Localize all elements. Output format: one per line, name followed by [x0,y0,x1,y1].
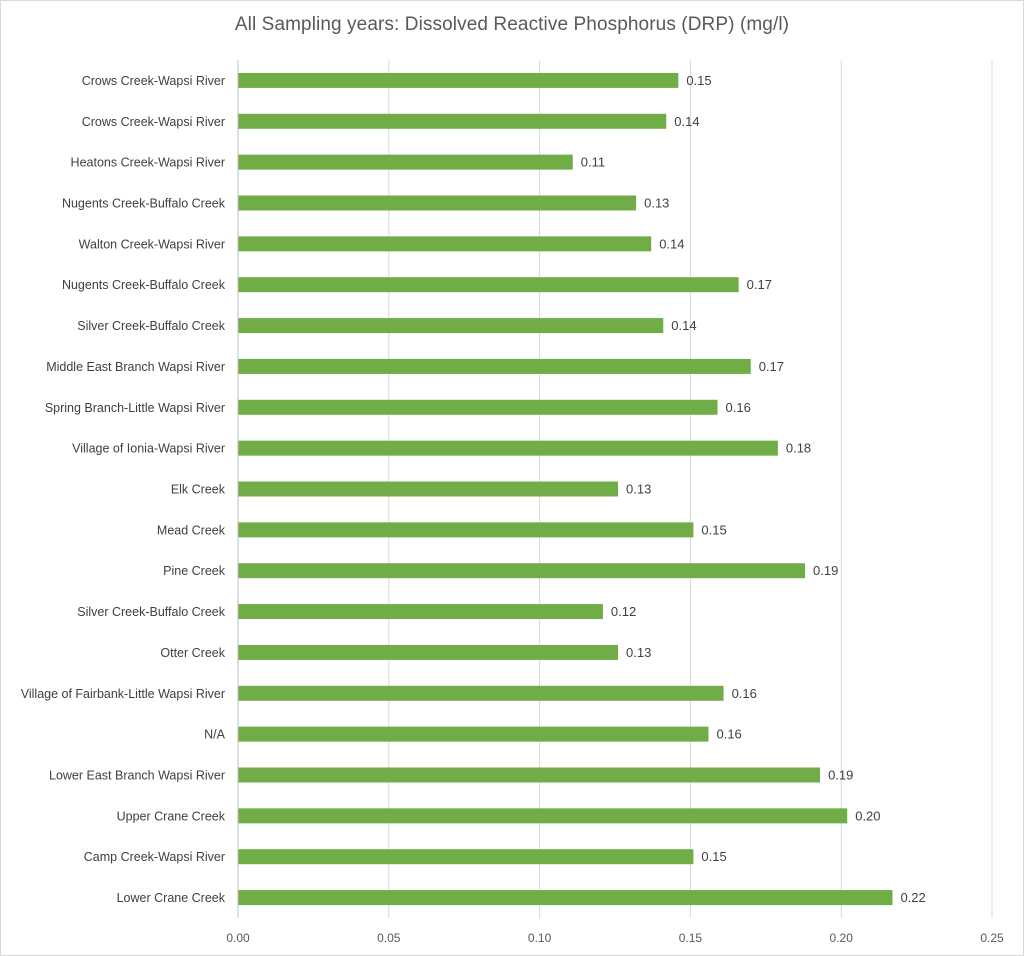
bar [238,767,821,783]
category-label: Spring Branch-Little Wapsi River [45,401,225,415]
x-tick-label: 0.05 [377,931,401,945]
category-label: Lower Crane Creek [117,891,226,905]
bar [238,440,778,456]
data-label: 0.14 [671,318,696,333]
x-tick-label: 0.20 [830,931,854,945]
category-label: Elk Creek [171,483,226,497]
bar [238,358,751,374]
bar [238,72,679,88]
bar [238,481,619,497]
bar [238,890,893,906]
category-label: Walton Creek-Wapsi River [79,237,225,251]
data-label: 0.15 [686,73,711,88]
bar [238,399,718,415]
data-label: 0.13 [626,645,651,660]
data-label: 0.18 [786,441,811,456]
category-label: Silver Creek-Buffalo Creek [77,605,225,619]
category-label: N/A [204,728,226,742]
data-label: 0.17 [759,359,784,374]
data-label: 0.16 [732,686,757,701]
data-label: 0.19 [813,563,838,578]
data-label: 0.13 [644,196,669,211]
category-label: Silver Creek-Buffalo Creek [77,319,225,333]
data-label: 0.11 [581,155,605,170]
bar [238,808,848,824]
bar [238,277,739,293]
category-label: Nugents Creek-Buffalo Creek [62,197,226,211]
bar [238,849,694,865]
category-label: Crows Creek-Wapsi River [82,74,225,88]
category-label: Pine Creek [163,564,226,578]
data-label: 0.14 [674,114,699,129]
x-axis-ticks: 0.00 0.05 0.10 0.15 0.20 0.25 [226,931,1004,945]
data-label: 0.17 [747,277,772,292]
bar [238,644,619,660]
data-labels: 0.15 0.14 0.11 0.13 0.14 0.17 0.14 0.17 0.16 0.18… [581,73,926,905]
chart-title: All Sampling years: Dissolved Reactive P… [234,14,790,35]
data-label: 0.13 [626,482,651,497]
data-label: 0.12 [611,604,636,619]
category-label: Village of Fairbank-Little Wapsi River [21,687,225,701]
data-label: 0.15 [701,522,726,537]
data-label: 0.15 [701,849,726,864]
category-label: Heatons Creek-Wapsi River [71,156,225,170]
bars [238,72,893,906]
category-label: Upper Crane Creek [117,809,226,823]
data-label: 0.14 [659,236,684,251]
category-label: Nugents Creek-Buffalo Creek [62,278,226,292]
category-label: Otter Creek [160,646,225,660]
bar [238,685,724,701]
x-tick-label: 0.25 [980,931,1004,945]
bar [238,726,709,742]
bar [238,522,694,538]
bar [238,113,667,129]
bar [238,154,573,170]
bar [238,236,652,252]
data-label: 0.20 [855,808,880,823]
category-label: Middle East Branch Wapsi River [46,360,225,374]
data-label: 0.16 [716,727,741,742]
x-tick-label: 0.15 [679,931,703,945]
category-label: Camp Creek-Wapsi River [84,850,225,864]
bar [238,318,664,334]
category-label: Village of Ionia-Wapsi River [72,442,225,456]
category-label: Crows Creek-Wapsi River [82,115,225,129]
category-label: Mead Creek [157,523,226,537]
x-tick-label: 0.00 [226,931,250,945]
bar [238,563,806,579]
category-labels: Crows Creek-Wapsi River Crows Creek-Wapsi… [21,74,226,905]
bar [238,195,637,211]
bar [238,604,603,620]
data-label: 0.19 [828,768,853,783]
data-label: 0.22 [900,890,925,905]
category-label: Lower East Branch Wapsi River [49,769,225,783]
data-label: 0.16 [726,400,751,415]
x-tick-label: 0.10 [528,931,552,945]
